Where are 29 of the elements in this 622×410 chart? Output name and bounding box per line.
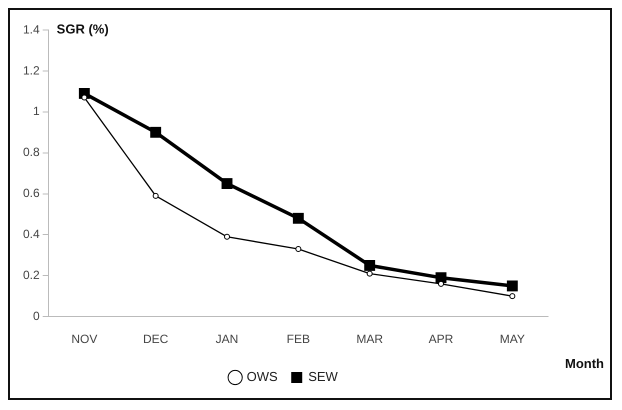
x-tick-label: FEB [286,332,310,346]
x-tick-label: APR [428,332,454,346]
x-tick-label: JAN [216,332,238,346]
x-axis-title: Month [565,356,604,371]
y-tick-label: 0.6 [22,186,40,200]
y-tick-label: 1 [32,104,40,118]
point [364,260,376,271]
x-tick-label: MAR [356,332,384,346]
x-tick-label: DEC [143,332,169,346]
legend-label: OWS [246,369,278,384]
y-tick-label: 0.4 [22,227,40,242]
point [292,212,304,224]
point [152,192,159,199]
y-tick-label: 0.2 [22,268,40,282]
y-tick-label: 1.2 [22,63,40,78]
point [150,126,162,138]
point [222,178,232,189]
x-tick-label: MAY [500,332,525,346]
point [506,280,518,292]
point [509,293,516,300]
y-tick-label: 0 [32,308,40,323]
point [295,246,302,252]
point [366,270,373,277]
y-axis-title: SGR (%) [56,22,109,37]
y-tick-label: 0.8 [22,145,40,160]
x-tick-label: NOV [71,332,98,346]
point [224,234,230,240]
legend-label: SEW [308,369,339,384]
y-tick-label: 1.4 [22,22,40,36]
